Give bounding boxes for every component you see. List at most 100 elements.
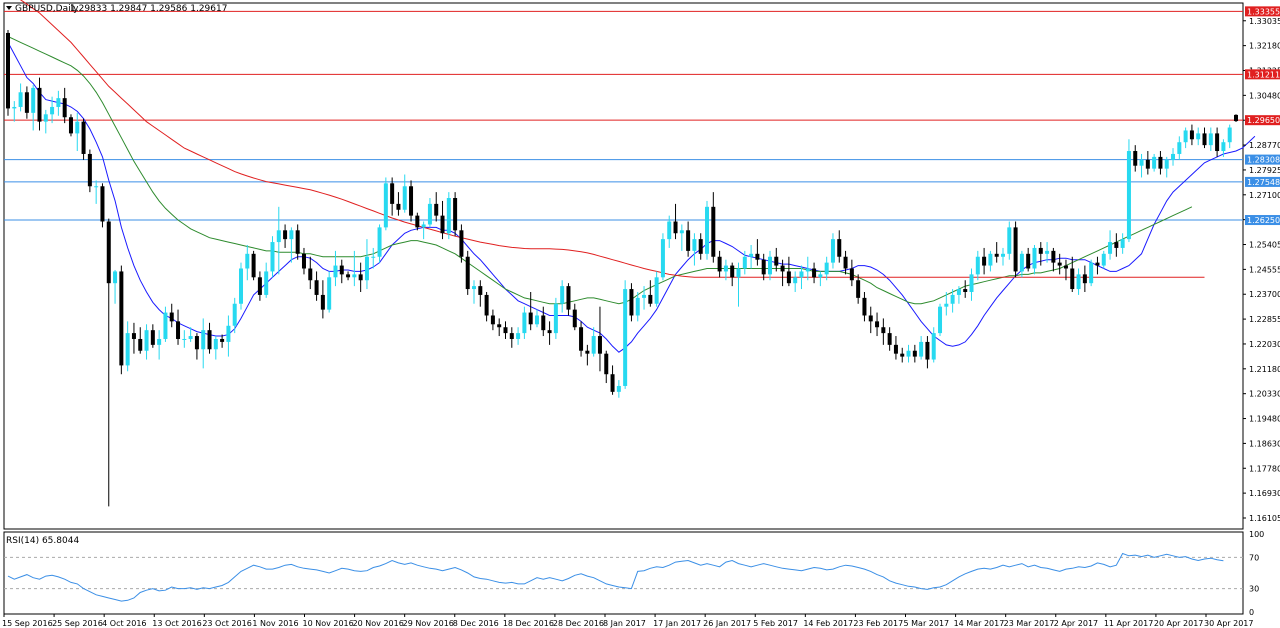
time-tick-label: 30 Apr 2017	[1204, 619, 1253, 628]
candle-body-up	[1221, 142, 1226, 152]
time-tick-label: 23 Mar 2017	[1004, 619, 1055, 628]
candle-body-up	[642, 294, 647, 298]
candle-body-down	[982, 256, 987, 266]
candle-body-down	[409, 186, 414, 216]
candle-body-up	[1126, 151, 1131, 240]
candle-body-up	[522, 312, 527, 334]
candle-body-up	[213, 338, 218, 350]
candle-body-up	[75, 121, 80, 134]
candle-body-down	[585, 350, 590, 354]
candle-body-up	[232, 303, 237, 326]
candle-body-down	[856, 280, 861, 298]
price-tick-label: 1.22855	[1249, 315, 1280, 324]
candle-body-up	[402, 186, 407, 210]
candle-body-down	[761, 259, 766, 275]
candle-body-up	[906, 350, 911, 357]
candle-body-up	[623, 289, 628, 386]
candle-body-up	[371, 256, 376, 258]
candle-body-up	[56, 98, 61, 107]
candle-body-down	[711, 206, 716, 257]
chart-header: GBPUSD,Daily 1.29833 1.29847 1.29586 1.2…	[6, 4, 227, 14]
candle-body-up	[616, 385, 621, 392]
candle-body-down	[730, 265, 735, 278]
candle-body-down	[774, 256, 779, 266]
candle-body-up	[364, 256, 369, 281]
rsi-line	[7, 552, 1224, 602]
candle-body-down	[62, 98, 67, 118]
price-tick-label: 1.16930	[1249, 489, 1280, 498]
time-tick-label: 25 Sep 2016	[52, 619, 103, 628]
candle-body-down	[503, 327, 508, 334]
candle-body-up	[226, 325, 231, 342]
candle-body-down	[440, 215, 445, 234]
candle-body-up	[679, 230, 684, 234]
candle-body-down	[346, 274, 351, 278]
candle-body-down	[390, 183, 395, 204]
candle-body-up	[1019, 253, 1024, 272]
candle-body-down	[1082, 274, 1087, 284]
candle-body-down	[119, 271, 124, 366]
candle-body-down	[358, 274, 363, 281]
candle-body-up	[660, 239, 665, 278]
candle-body-up	[654, 277, 659, 304]
candle-body-down	[207, 330, 212, 350]
time-tick-label: 18 Dec 2016	[503, 619, 554, 628]
candle-body-down	[610, 374, 615, 392]
candle-body-down	[604, 353, 609, 375]
level-labels: 1.33355 1.31211 1.29650 1.28308 1.27548 1.262…	[1245, 6, 1280, 226]
candle-body-up	[944, 303, 949, 307]
level-tag-label: 1.29650	[1247, 116, 1280, 125]
chart-title: GBPUSD,Daily	[15, 4, 79, 14]
candle-body-up	[705, 206, 710, 254]
candle-body-up	[1007, 227, 1012, 254]
horizontal-levels	[4, 10, 1243, 221]
price-panel	[3, 2, 1244, 530]
candle-body-down	[994, 253, 999, 257]
candle-body-down	[320, 294, 325, 310]
candle-body-up	[830, 239, 835, 263]
candle-body-up	[956, 289, 961, 295]
time-tick-label: 29 Nov 2016	[403, 619, 454, 628]
candle-body-down	[251, 253, 256, 278]
collapse-triangle-icon[interactable]	[6, 6, 12, 10]
candle-body-down	[1026, 253, 1031, 269]
candle-body-down	[257, 277, 262, 295]
candle-body-up	[1089, 262, 1094, 284]
candle-body-up	[931, 333, 936, 360]
candle-body-up	[1045, 250, 1050, 254]
candle-body-down	[812, 268, 817, 278]
candle-body-down	[37, 87, 42, 122]
candle-body-down	[881, 327, 886, 334]
candle-body-down	[1158, 156, 1163, 169]
price-tick-label: 1.23700	[1249, 290, 1280, 299]
candle-body-up	[50, 106, 55, 115]
candle-body-down	[1013, 227, 1018, 272]
level-tag-label: 1.33355	[1247, 7, 1280, 16]
time-tick-label: 14 Feb 2017	[803, 619, 853, 628]
candle-body-down	[497, 324, 502, 328]
candle-body-down	[912, 350, 917, 357]
candle-body-up	[327, 277, 332, 310]
candle-body-up	[12, 106, 17, 109]
candle-body-down	[106, 221, 111, 284]
candle-body-down	[893, 344, 898, 354]
price-tick-label: 1.30480	[1249, 91, 1280, 100]
candle-body-down	[648, 294, 653, 304]
candle-body-down	[1145, 159, 1150, 169]
price-tick-label: 1.32180	[1249, 42, 1280, 51]
candle-body-up	[1227, 127, 1232, 143]
candle-body-up	[938, 306, 943, 334]
candle-body-up	[421, 224, 426, 228]
candle-body-down	[925, 341, 930, 360]
time-tick-label: 14 Mar 2017	[954, 619, 1005, 628]
price-tick-label: 1.20330	[1249, 390, 1280, 399]
time-axis: 15 Sep 2016 25 Sep 2016 4 Oct 2016 13 Oct 2…	[2, 614, 1253, 628]
candle-body-up	[919, 341, 924, 357]
candle-body-down	[24, 92, 29, 113]
time-tick-label: 1 Nov 2016	[252, 619, 298, 628]
candle-body-down	[100, 186, 105, 222]
candle-body-up	[144, 330, 149, 351]
candle-body-down	[1202, 133, 1207, 146]
candle-body-down	[528, 312, 533, 325]
candle-body-down	[150, 330, 155, 345]
